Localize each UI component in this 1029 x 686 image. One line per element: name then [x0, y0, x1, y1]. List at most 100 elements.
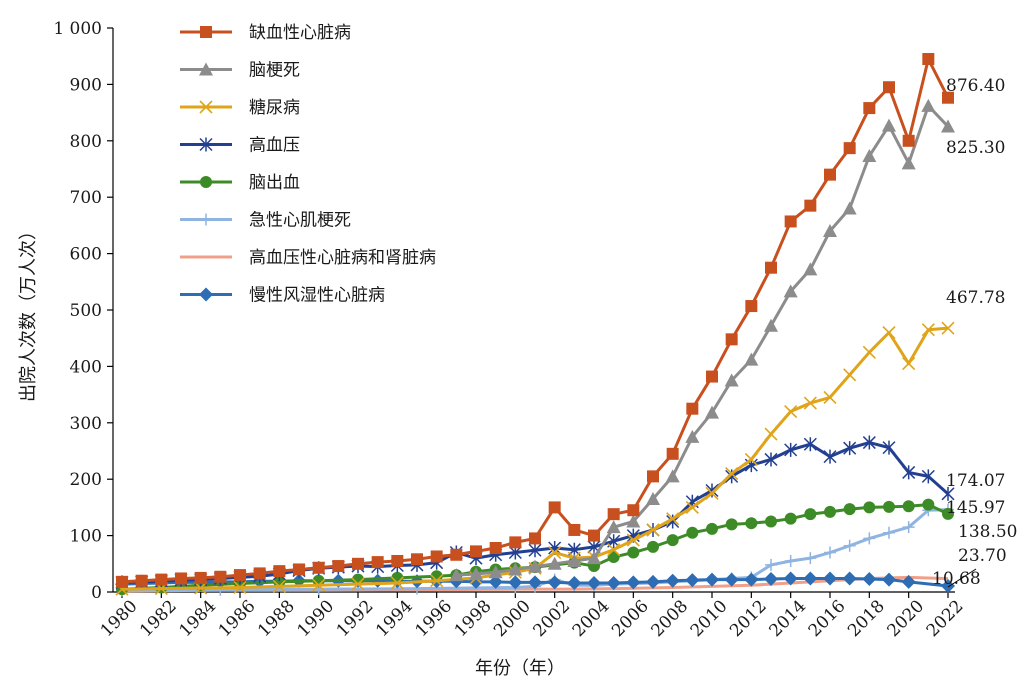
- marker-square: [175, 572, 187, 585]
- marker-square: [273, 565, 286, 578]
- marker-diamond: [862, 572, 877, 587]
- legend-label: 糖尿病: [249, 98, 300, 118]
- legend-label: 高血压性心脏病和肾脏病: [249, 248, 436, 268]
- marker-x: [666, 512, 680, 526]
- marker-x: [843, 368, 857, 382]
- marker-triangle: [764, 318, 778, 332]
- x-tick-label: 2002: [529, 596, 574, 641]
- marker-asterisk: [882, 440, 896, 455]
- marker-square: [902, 134, 915, 147]
- marker-diamond: [941, 578, 955, 593]
- marker-diamond: [842, 571, 857, 586]
- marker-x: [902, 357, 916, 371]
- marker-circle: [725, 518, 738, 531]
- marker-diamond: [370, 573, 385, 588]
- legend-item: 脑梗死: [180, 61, 300, 81]
- marker-triangle: [901, 156, 916, 170]
- marker-diamond: [705, 572, 719, 587]
- marker-plus: [784, 554, 797, 567]
- legend-label: 急性心肌梗死: [249, 211, 351, 231]
- marker-triangle: [705, 405, 719, 419]
- marker-square: [942, 91, 954, 104]
- marker-diamond: [606, 575, 621, 590]
- marker-x: [823, 390, 837, 404]
- end-value-label: 145.97: [946, 498, 1005, 518]
- marker-square: [371, 556, 384, 569]
- marker-square: [411, 553, 423, 566]
- marker-diamond: [783, 571, 798, 586]
- marker-square: [824, 168, 836, 181]
- x-tick-label: 1996: [411, 596, 456, 641]
- x-tick-label: 2020: [883, 596, 928, 641]
- marker-triangle: [783, 284, 798, 298]
- x-tick-label: 2014: [765, 596, 810, 641]
- marker-x: [784, 404, 798, 419]
- marker-circle: [745, 517, 758, 530]
- y-tick-label: 800: [70, 132, 102, 152]
- marker-x: [312, 578, 326, 592]
- x-ticks: 1980198219841986198819901992199419961998…: [97, 592, 968, 641]
- marker-square: [843, 142, 856, 155]
- x-tick-label: 2004: [569, 596, 614, 641]
- marker-x: [272, 579, 286, 593]
- marker-x: [803, 396, 817, 410]
- x-tick-label: 1994: [372, 596, 417, 641]
- marker-square: [489, 542, 502, 555]
- marker-diamond: [901, 574, 916, 589]
- y-tick-label: 400: [70, 357, 102, 377]
- marker-diamond: [626, 575, 641, 590]
- y-ticks: 0 100 200 300 400 500 600 700 800 900 1 000: [53, 19, 113, 603]
- marker-x: [233, 580, 247, 595]
- marker-asterisk: [941, 486, 955, 501]
- legend-label: 缺血性心脏病: [249, 23, 351, 43]
- marker-square: [666, 447, 679, 460]
- marker-triangle: [685, 429, 700, 443]
- marker-circle: [706, 522, 718, 535]
- marker-asterisk: [921, 469, 935, 484]
- x-tick-label: 2006: [608, 596, 653, 641]
- marker-x: [705, 486, 719, 500]
- marker-diamond: [199, 287, 213, 302]
- marker-x: [941, 321, 955, 335]
- marker-x: [862, 345, 876, 359]
- marker-circle: [686, 526, 699, 539]
- marker-triangle: [199, 62, 213, 76]
- marker-diamond: [823, 571, 837, 586]
- marker-x: [685, 500, 699, 514]
- marker-asterisk: [764, 452, 778, 467]
- marker-square: [155, 573, 168, 586]
- marker-x: [548, 545, 562, 560]
- marker-square: [312, 561, 325, 574]
- marker-square: [863, 102, 876, 115]
- marker-triangle: [862, 149, 877, 163]
- marker-diamond: [567, 575, 582, 590]
- marker-asterisk: [528, 543, 542, 558]
- marker-circle: [902, 500, 915, 513]
- marker-triangle: [449, 568, 464, 582]
- marker-square: [922, 53, 935, 66]
- marker-square: [214, 570, 227, 583]
- marker-circle: [647, 540, 659, 553]
- end-value-label: 138.50: [958, 522, 1017, 542]
- y-tick-label: 200: [70, 470, 102, 490]
- marker-diamond: [488, 574, 503, 589]
- marker-diamond: [803, 571, 818, 586]
- marker-circle: [784, 512, 797, 525]
- marker-circle: [627, 546, 640, 559]
- marker-square: [883, 81, 895, 94]
- marker-circle: [922, 498, 935, 511]
- marker-x: [351, 577, 365, 591]
- marker-square: [568, 523, 581, 536]
- marker-square: [804, 199, 817, 212]
- marker-triangle: [665, 469, 680, 483]
- marker-circle: [843, 503, 856, 516]
- marker-plus: [804, 552, 817, 565]
- marker-triangle: [724, 373, 739, 387]
- x-tick-label: 2018: [844, 596, 889, 641]
- marker-square: [293, 563, 305, 576]
- marker-square: [627, 504, 640, 517]
- marker-plus: [765, 558, 777, 571]
- series-3: [115, 321, 955, 596]
- marker-diamond: [685, 573, 700, 588]
